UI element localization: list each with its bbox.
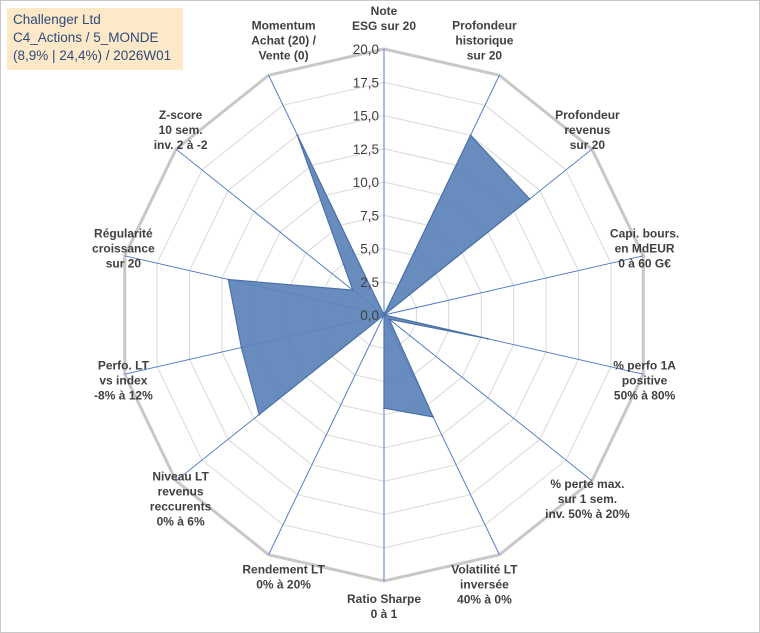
data-point-10 [240,346,243,349]
axis-label-11: Régularité croissance sur 20 [92,227,155,271]
data-point-9 [258,413,261,416]
axis-spoke-5 [383,314,593,482]
chart-title-box: Challenger Ltd C4_Actions / 5_MONDE (8,9… [7,8,183,70]
data-point-4 [486,337,489,340]
tick-label-5: 12,5 [353,142,379,157]
axis-label-9: Niveau LT revenus reccurents 0% à 6% [150,470,212,529]
tick-label-7: 17,5 [353,75,379,90]
axis-label-13: Momentum Achat (20) / Vente (0) [251,18,316,62]
tick-label-4: 10,0 [353,175,379,190]
data-point-13 [296,134,299,137]
data-point-11 [227,278,230,281]
data-point-2 [528,197,531,200]
axis-label-4: % perfo 1A positive 50% à 80% [613,358,676,402]
performance-week: (8,9% | 24,4%) / 2026W01 [13,48,172,63]
tick-label-6: 15,0 [353,109,379,124]
axis-label-3: Capi. bours. en MdEUR 0 à 60 G€ [610,227,679,271]
axis-label-8: Rendement LT 0% à 20% [242,563,325,592]
data-point-1 [469,134,472,137]
tick-label-2: 5,0 [360,242,379,257]
axis-spoke-3 [383,255,644,316]
tick-label-1: 2,5 [360,275,379,290]
tick-label-8: 20,0 [353,42,379,57]
data-point-5 [388,318,391,321]
data-point-8 [383,314,385,316]
axis-spoke-12 [175,148,385,316]
axis-label-2: Profondeur revenus sur 20 [555,108,620,152]
tick-label-3: 7,5 [360,208,379,223]
axis-label-10: Perfo. LT vs index -8% à 12% [94,358,153,402]
data-point-7 [383,407,385,410]
data-point-6 [432,415,435,418]
axis-spoke-8 [268,314,385,555]
data-series-area [227,134,531,418]
axis-label-12: Z-score 10 sem. inv. 2 à -2 [154,108,208,152]
company-name: Challenger Ltd [13,12,101,27]
tick-label-0: 0,0 [360,308,379,323]
axis-label-6: Volatilité LT inversée 40% à 0% [451,563,518,607]
axis-label-7: Ratio Sharpe 0 à 1 [347,592,421,621]
data-point-12 [351,289,354,292]
axis-label-1: Profondeur historique sur 20 [452,18,517,62]
portfolio-category: C4_Actions / 5_MONDE [13,30,159,45]
axis-label-5: % perte max. sur 1 sem. inv. 50% à 20% [545,477,630,521]
axis-label-0: Note ESG sur 20 [352,4,416,33]
